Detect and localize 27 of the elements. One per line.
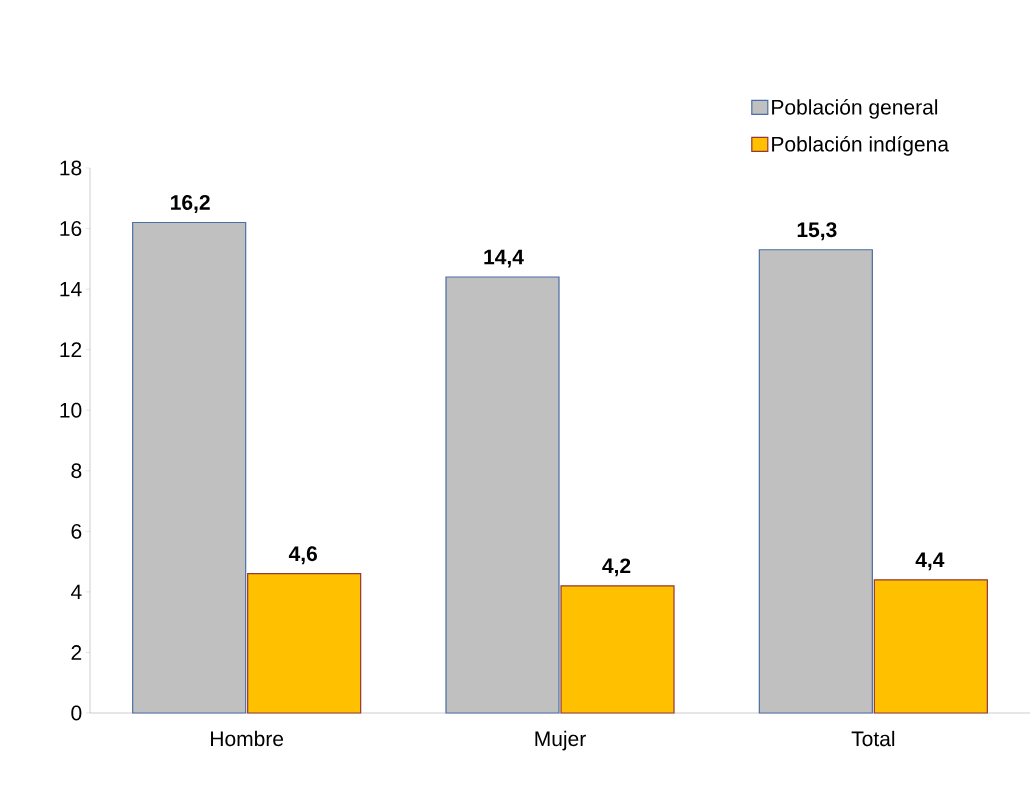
- y-tick-label: 10: [60, 402, 82, 418]
- bar: [560, 585, 675, 714]
- data-label: 4,4: [915, 552, 945, 571]
- y-tick-label: 2: [71, 645, 82, 660]
- y-tick-label: 6: [71, 523, 82, 539]
- y-tick-label: 18: [60, 160, 82, 176]
- y-tick-label: 0: [71, 705, 82, 721]
- bar: [445, 276, 560, 714]
- data-label: 14,4: [484, 249, 524, 268]
- y-tick-label: 16: [60, 221, 82, 236]
- x-tick-label: Hombre: [211, 730, 284, 747]
- bar: [873, 579, 988, 714]
- x-tick-label: Mujer: [535, 730, 586, 751]
- y-tick-label: 12: [60, 342, 82, 357]
- data-label: 16,2: [171, 195, 210, 213]
- bar: [132, 221, 247, 714]
- legend-label: Población indígena: [772, 135, 949, 156]
- y-tick-label: 14: [60, 281, 82, 297]
- x-tick-label: Total: [851, 730, 895, 747]
- legend-label: Población general: [772, 98, 938, 119]
- data-label: 4,2: [602, 558, 631, 577]
- data-label: 4,6: [288, 546, 317, 565]
- bar: [247, 573, 362, 714]
- y-tick-label: 4: [71, 584, 82, 600]
- bar: [758, 249, 873, 714]
- data-label: 15,3: [797, 222, 837, 241]
- y-tick-label: 8: [71, 463, 82, 479]
